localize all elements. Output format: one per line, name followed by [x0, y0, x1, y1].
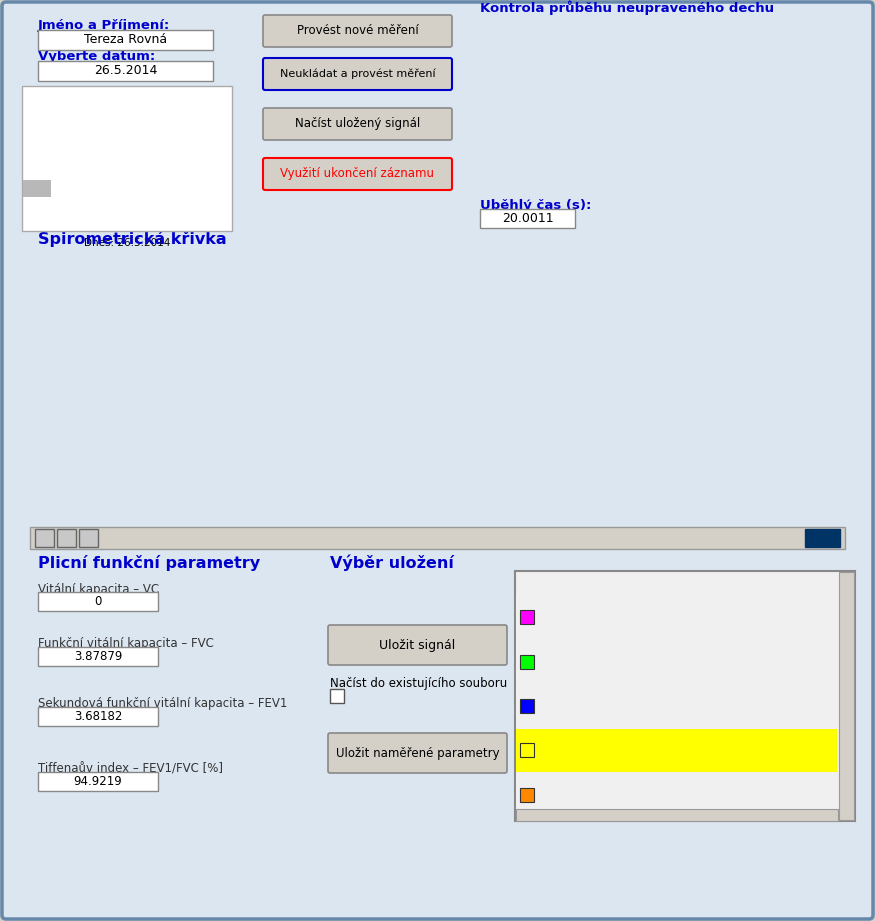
- Text: 2: 2: [154, 112, 160, 122]
- Bar: [805, 529, 840, 547]
- Text: 7.20344: 7.20344: [727, 790, 770, 799]
- Bar: [516, 596, 837, 638]
- Text: 6: 6: [154, 200, 160, 209]
- Bar: [22, 86, 232, 231]
- Bar: [330, 689, 344, 703]
- Text: 19: 19: [31, 165, 43, 174]
- Text: 7: 7: [184, 200, 190, 209]
- Text: 20: 20: [61, 165, 73, 174]
- Text: Max co nejprudší výech: Max co nejprudší výech: [538, 745, 661, 756]
- Text: ►: ►: [216, 91, 224, 101]
- Text: Max nádech před max co nejrpudším výechem: Max nádech před max co nejrpudším výeche…: [144, 307, 388, 318]
- Ellipse shape: [593, 828, 797, 865]
- Text: Načíst do existujícího souboru: Načíst do existujícího souboru: [330, 678, 508, 691]
- Text: pá: pá: [151, 103, 163, 112]
- Text: 28: 28: [91, 182, 102, 192]
- Text: 5: 5: [124, 200, 130, 209]
- FancyBboxPatch shape: [263, 15, 452, 47]
- Text: ◄: ◄: [30, 91, 38, 101]
- Bar: [516, 640, 837, 682]
- Text: Funkční vitální kapacita – FVC: Funkční vitální kapacita – FVC: [38, 637, 214, 650]
- Bar: [520, 611, 534, 624]
- Text: 1: 1: [214, 182, 220, 192]
- Bar: [520, 699, 534, 713]
- Text: 17: 17: [181, 147, 192, 157]
- Text: 6.70344: 6.70344: [727, 701, 770, 711]
- Text: 26.5.2014: 26.5.2014: [94, 64, 158, 77]
- Bar: [839, 572, 854, 820]
- Bar: [38, 772, 158, 791]
- Text: 30: 30: [91, 112, 102, 122]
- Text: so: so: [182, 103, 192, 112]
- FancyBboxPatch shape: [328, 733, 507, 773]
- Text: -0.121: -0.121: [783, 612, 817, 623]
- Text: út: út: [62, 103, 72, 112]
- Bar: [38, 61, 213, 81]
- Text: 28: 28: [31, 112, 43, 122]
- Bar: [516, 774, 837, 816]
- Bar: [516, 809, 838, 821]
- Text: 16: 16: [151, 147, 163, 157]
- Text: 1: 1: [124, 112, 130, 122]
- Text: Dnes: 26.5.2014: Dnes: 26.5.2014: [84, 238, 170, 248]
- FancyBboxPatch shape: [263, 108, 452, 140]
- Text: Max co nejprudší výech: Max co nejprudší výech: [373, 484, 496, 495]
- Bar: [520, 787, 534, 802]
- Text: 26: 26: [31, 182, 43, 192]
- Text: Cursors:: Cursors:: [521, 577, 577, 590]
- Text: 8: 8: [124, 130, 130, 139]
- Text: Max výech: Max výech: [538, 656, 593, 667]
- Text: 21: 21: [91, 165, 102, 174]
- Text: ✦: ✦: [816, 531, 827, 544]
- Text: 8: 8: [214, 200, 220, 209]
- Text: 0: 0: [94, 595, 102, 608]
- Text: -0.2379: -0.2379: [730, 612, 770, 623]
- Text: Načíst uložený signál: Načíst uložený signál: [295, 118, 420, 131]
- Text: Plicní funkční parametry: Plicní funkční parametry: [38, 555, 260, 571]
- Text: po: po: [31, 103, 43, 112]
- Text: 24: 24: [181, 165, 192, 174]
- Text: Uložit signál: Uložit signál: [380, 638, 456, 651]
- Text: 5: 5: [34, 130, 40, 139]
- Text: -0.121: -0.121: [783, 657, 817, 667]
- Text: 12: 12: [31, 147, 43, 157]
- Bar: [30, 527, 845, 549]
- Text: 4: 4: [214, 112, 220, 122]
- Text: X: X: [771, 579, 779, 589]
- Text: Vypnutí aplikace: Vypnutí aplikace: [634, 788, 760, 801]
- Text: -2.575: -2.575: [783, 745, 817, 755]
- Text: 23: 23: [151, 165, 163, 174]
- Text: Sekundová funkční vitální kapacita: Sekundová funkční vitální kapacita: [124, 472, 307, 482]
- Bar: [515, 571, 855, 821]
- Text: 11: 11: [211, 130, 223, 139]
- Text: ▼: ▼: [844, 809, 850, 818]
- Text: 9: 9: [154, 130, 160, 139]
- Bar: [516, 729, 837, 772]
- X-axis label: Time: Time: [443, 558, 477, 571]
- Text: 2: 2: [34, 200, 40, 209]
- Bar: [38, 707, 158, 726]
- Text: 30: 30: [151, 182, 163, 192]
- Text: Jméno a Příjmení:: Jméno a Příjmení:: [38, 19, 171, 32]
- Text: Y: Y: [816, 579, 823, 589]
- Text: Vitální kapacita – VC: Vitální kapacita – VC: [38, 582, 159, 596]
- Text: Spirometrická křivka: Spirometrická křivka: [38, 231, 227, 247]
- Text: Využití ukončení záznamu: Využití ukončení záznamu: [281, 168, 435, 181]
- Text: 3: 3: [64, 200, 70, 209]
- Text: Uložit naměřené parametry: Uložit naměřené parametry: [336, 747, 500, 760]
- Bar: [520, 655, 534, 669]
- Text: 18: 18: [211, 147, 223, 157]
- Text: květen 2014: květen 2014: [88, 91, 166, 101]
- Text: 94.9219: 94.9219: [74, 775, 122, 788]
- Text: 3.68182: 3.68182: [74, 710, 122, 723]
- Text: ⦿: ⦿: [64, 533, 69, 543]
- Text: 7: 7: [94, 130, 100, 139]
- Text: Provést nové měření: Provést nové měření: [297, 25, 418, 38]
- FancyBboxPatch shape: [263, 58, 452, 90]
- Text: ▲: ▲: [844, 575, 850, 584]
- Text: 10: 10: [181, 130, 192, 139]
- Text: 31: 31: [181, 182, 192, 192]
- FancyBboxPatch shape: [263, 158, 452, 190]
- Text: Max nádech: Max nádech: [538, 612, 601, 623]
